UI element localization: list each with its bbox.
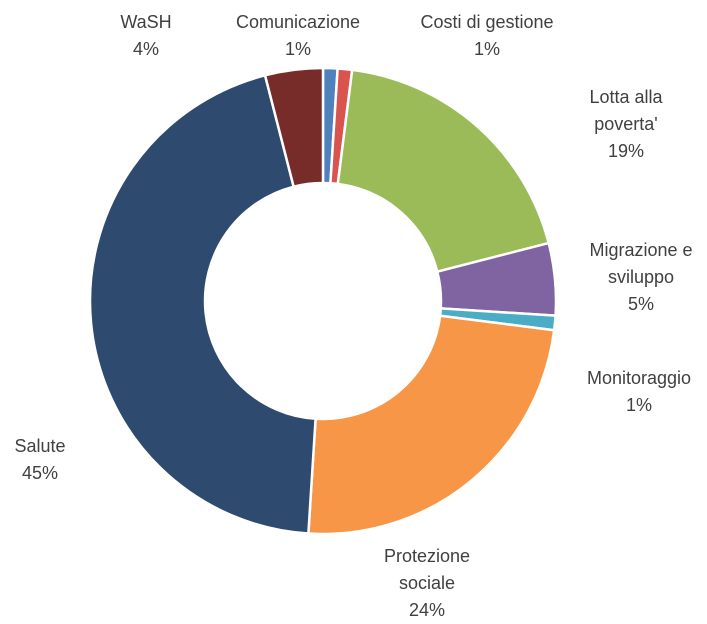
slice-label: Costi di gestione 1% (397, 9, 577, 63)
category-name: Costi di gestione (420, 12, 554, 32)
donut-slice (263, 66, 325, 189)
slice-label: Monitoraggio 1% (564, 365, 707, 419)
slice-label: Migrazione e sviluppo 5% (576, 237, 706, 318)
donut-slice (307, 314, 556, 536)
value-label: 4% (132, 39, 159, 59)
category-name: Lotta alla poverta' (589, 87, 663, 134)
value-label: 24% (408, 600, 446, 620)
value-label: 1% (625, 395, 652, 415)
donut-slice (88, 73, 317, 535)
category-name: Protezione sociale (383, 546, 471, 593)
category-name: Comunicazione (235, 12, 361, 32)
category-name: Monitoraggio (586, 368, 692, 388)
slice-label: Salute 45% (0, 433, 80, 487)
donut-slice (336, 68, 551, 274)
slice-label: Lotta alla poverta' 19% (571, 84, 681, 165)
value-label: 45% (21, 463, 59, 483)
category-name: Salute (14, 436, 66, 456)
value-label: 1% (284, 39, 311, 59)
category-name: Migrazione e sviluppo (589, 240, 693, 287)
slice-label: Protezione sociale 24% (367, 543, 487, 624)
value-label: 5% (627, 294, 654, 314)
value-label: 19% (607, 141, 645, 161)
slice-label: WaSH 4% (106, 9, 186, 63)
slice-label: Comunicazione 1% (213, 9, 383, 63)
value-label: 1% (473, 39, 500, 59)
category-name: WaSH (120, 12, 172, 32)
